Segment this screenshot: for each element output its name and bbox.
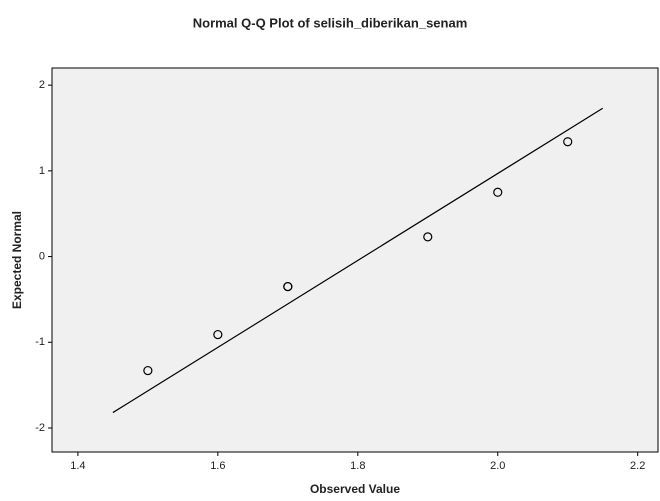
point [563, 137, 573, 147]
point [283, 281, 293, 292]
point [493, 187, 503, 197]
reference-line [112, 107, 604, 414]
x-tick-label: 2.2 [630, 460, 645, 472]
x-tick-label: 1.8 [350, 460, 365, 472]
x-tick-label: 2.0 [490, 460, 505, 472]
point [213, 329, 223, 340]
y-tick-label: -2 [35, 422, 45, 434]
x-tick-label: 1.6 [210, 460, 225, 472]
y-tick-label: 1 [39, 165, 45, 177]
point [143, 365, 153, 376]
point [423, 232, 433, 242]
y-tick-label: -1 [35, 336, 45, 348]
y-axis-title: Expected Normal [10, 211, 24, 309]
chart-title: Normal Q-Q Plot of selisih_diberikan_sen… [193, 15, 468, 30]
x-axis-title: Observed Value [310, 482, 400, 496]
y-tick-label: 0 [39, 250, 45, 262]
x-tick-label: 1.4 [70, 460, 85, 472]
y-tick-label: 2 [39, 79, 45, 91]
